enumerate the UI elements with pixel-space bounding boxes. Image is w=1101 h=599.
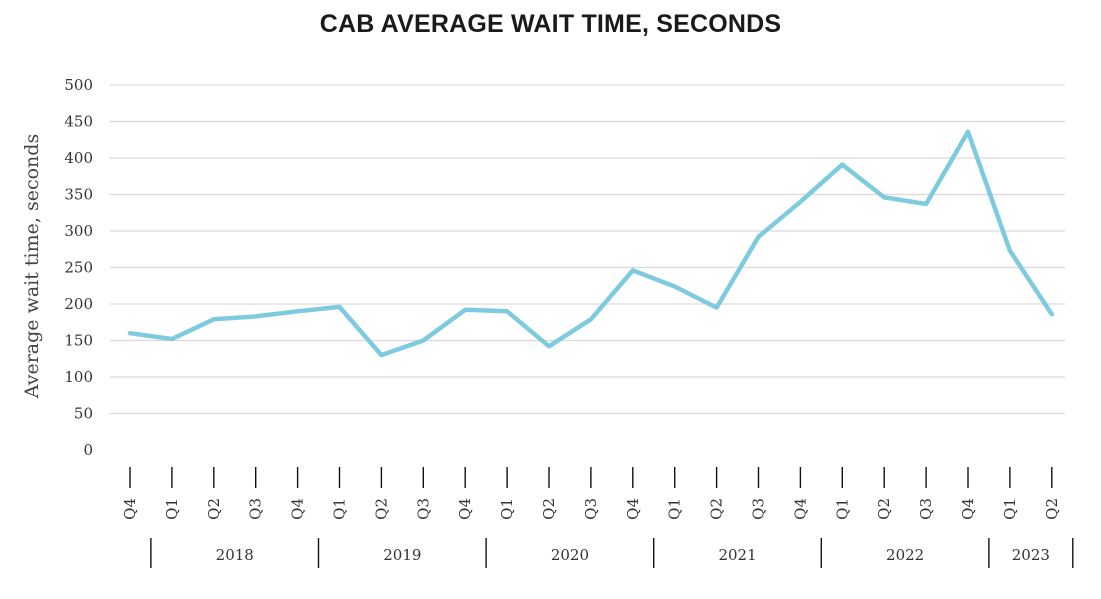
y-axis-label: Average wait time, seconds: [21, 134, 43, 399]
y-tick-label: 100: [64, 368, 93, 386]
y-tick-label: 0: [83, 441, 93, 459]
x-tick-label: Q2: [708, 498, 726, 520]
x-year-label: 2021: [718, 546, 756, 564]
x-axis-year-groups: 2018 2019 2020 2021 2022 2023: [150, 538, 1074, 568]
y-tick-label: 500: [64, 76, 93, 94]
y-axis-ticks: 0 50 100 150 200 250 300 350 400 450 500: [64, 76, 93, 459]
x-tick-label: Q4: [289, 498, 307, 520]
y-tick-label: 50: [74, 405, 93, 423]
x-tick-label: Q3: [750, 498, 768, 520]
x-tick-label: Q1: [1001, 498, 1019, 520]
y-tick-label: 300: [64, 222, 93, 240]
x-year-label: 2018: [216, 546, 254, 564]
x-tick-label: Q1: [163, 498, 181, 520]
x-tick-label: Q4: [624, 498, 642, 520]
x-year-label: 2020: [551, 546, 589, 564]
y-tick-label: 200: [64, 295, 93, 313]
x-tick-label: Q4: [456, 498, 474, 520]
y-tick-label: 450: [64, 113, 93, 131]
y-tick-label: 250: [64, 259, 93, 277]
x-tick-label: Q4: [959, 498, 977, 520]
x-tick-label: Q1: [498, 498, 516, 520]
x-tick-label: Q3: [917, 498, 935, 520]
x-tick-label: Q1: [833, 498, 851, 520]
x-tick-label: Q2: [372, 498, 390, 520]
x-year-label: 2023: [1012, 546, 1050, 564]
x-tick-label: Q2: [875, 498, 893, 520]
x-tick-label: Q2: [1043, 498, 1061, 520]
y-tick-label: 150: [64, 332, 93, 350]
chart-title: CAB AVERAGE WAIT TIME, SECONDS: [319, 10, 782, 38]
x-tick-label: Q2: [205, 498, 223, 520]
gridlines: [110, 84, 1065, 415]
x-tick-label: Q1: [331, 498, 349, 520]
x-tick-label: Q3: [247, 498, 265, 520]
x-tick-label: Q4: [121, 498, 139, 520]
x-tick-label: Q3: [414, 498, 432, 520]
y-tick-label: 400: [64, 149, 93, 167]
x-year-label: 2022: [886, 546, 924, 564]
x-tick-label: Q2: [540, 498, 558, 520]
x-axis-ticks: Q4 Q1 Q2 Q3 Q4 Q1 Q2 Q3 Q4 Q1 Q2 Q3 Q4 Q1 Q2 Q3 Q4 Q1 Q2 Q3…: [121, 467, 1061, 520]
series-line: [127, 129, 1055, 358]
x-tick-label: Q1: [666, 498, 684, 520]
x-tick-label: Q4: [791, 498, 809, 520]
x-year-label: 2019: [383, 546, 421, 564]
x-tick-label: Q3: [582, 498, 600, 520]
y-tick-label: 350: [64, 186, 93, 204]
